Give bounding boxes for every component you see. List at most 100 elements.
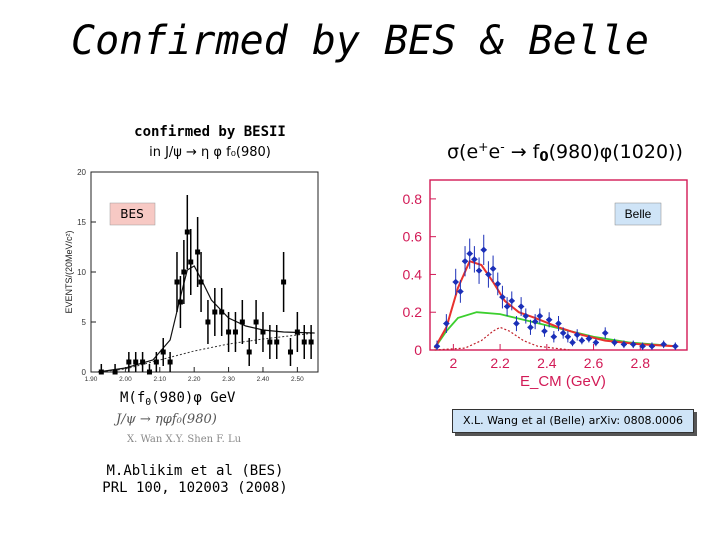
bes-mass-label-pre: M(f xyxy=(120,390,146,406)
bes-data-point xyxy=(112,369,118,375)
bes-data-point xyxy=(126,359,132,365)
belle-data-point xyxy=(564,333,572,341)
belle-ytick-label: 0.8 xyxy=(403,191,423,207)
belle-data-point xyxy=(559,329,567,337)
belle-xtick-label: 2.2 xyxy=(490,355,510,371)
bes-data-point xyxy=(177,299,183,305)
belle-plot-group: 0 0.2 0.4 0.6 0.8 2 2.2 2.4 2.6 2.8 E_CM (GeV) Bell… xyxy=(403,179,688,390)
bes-reference-line2: PRL 100, 102003 (2008) xyxy=(102,480,288,496)
bes-data-point xyxy=(226,329,232,335)
belle-heading: σ(e+e- → f0(980)φ(1020)) xyxy=(447,140,683,165)
belle-ytick-label: 0.2 xyxy=(403,304,423,320)
belle-data-point xyxy=(433,342,441,350)
bes-data-point xyxy=(195,249,201,255)
belle-data-point xyxy=(630,341,637,348)
belle-data-point xyxy=(443,320,450,327)
belle-data-point xyxy=(522,312,530,320)
bes-data-point xyxy=(212,309,218,315)
bes-data-point xyxy=(140,359,146,365)
belle-data-point xyxy=(601,329,609,337)
bes-mass-label-rest: (980)φ GeV xyxy=(151,390,236,406)
belle-data-point xyxy=(578,337,586,344)
belle-data-point xyxy=(494,280,502,288)
page-title: Confirmed by BES & Belle xyxy=(71,18,649,64)
bes-data-point xyxy=(98,369,104,375)
belle-data-point xyxy=(457,288,464,295)
bes-faint-authors: X. Wan X.Y. Shen F. Lu xyxy=(127,434,242,445)
belle-heading-sub: 0 xyxy=(539,150,549,165)
belle-data-point xyxy=(531,318,539,325)
bes-plot-group: 0 5 10 15 20 1.90 2.00 2.10 2.20 2.30 2.40 2.50 EVEN… xyxy=(64,168,319,383)
bes-ytick-label: 15 xyxy=(77,218,86,227)
bes-data-point xyxy=(146,369,152,375)
belle-data-point xyxy=(452,278,459,286)
belle-heading-pre: σ(e xyxy=(447,141,479,163)
bes-data-point xyxy=(232,329,238,335)
bes-data-point xyxy=(246,349,252,355)
belle-heading-mid: e xyxy=(488,141,501,163)
belle-data-point xyxy=(639,342,646,350)
bes-xtick-label: 2.10 xyxy=(153,376,166,383)
belle-xtick-label: 2 xyxy=(449,355,457,371)
belle-resonance-curve xyxy=(434,326,571,351)
bes-data-point xyxy=(205,319,211,325)
bes-xtick-label: 2.30 xyxy=(222,376,235,383)
bes-ytick-label: 10 xyxy=(77,268,86,277)
belle-data-point xyxy=(620,341,628,348)
belle-xtick-label: 2.4 xyxy=(537,355,557,371)
bes-data-point xyxy=(167,359,173,365)
belle-data-point xyxy=(499,293,506,301)
bes-data-point xyxy=(253,319,259,325)
belle-heading-sup2: - xyxy=(500,140,505,154)
bes-mass-label: M(f0(980)φ GeV xyxy=(120,390,236,408)
bes-data-point xyxy=(308,339,314,345)
belle-nonresonant-curve xyxy=(433,311,676,349)
bes-data-point xyxy=(294,329,300,335)
belle-data-point xyxy=(585,335,593,342)
bes-xtick-label: 1.90 xyxy=(85,376,98,383)
bes-data-point xyxy=(274,339,280,345)
belle-data-point xyxy=(555,320,562,327)
bes-data-point xyxy=(301,339,307,345)
bes-ytick-label: 5 xyxy=(82,318,87,327)
belle-ytick-label: 0 xyxy=(414,342,422,358)
belle-ytick-label: 0.6 xyxy=(403,229,423,245)
belle-data-point xyxy=(475,267,483,274)
bes-reference-line1: M.Ablikim et al (BES) xyxy=(106,463,284,479)
bes-badge xyxy=(109,202,156,226)
bes-data-point xyxy=(219,309,225,315)
bes-subheading: in J/ψ → η φ f₀(980) xyxy=(149,145,271,160)
belle-data-point xyxy=(503,303,511,310)
bes-reference: M.Ablikim et al (BES) PRL 100, 102003 (2… xyxy=(90,463,300,497)
bes-data-point xyxy=(181,269,187,275)
belle-data-point xyxy=(545,316,553,324)
belle-data-point xyxy=(660,341,667,348)
bes-badge-label: BES xyxy=(120,207,143,221)
bes-data-point xyxy=(188,259,194,265)
belle-data-point xyxy=(480,246,487,254)
bes-data-point xyxy=(198,279,204,285)
bes-data-point xyxy=(281,279,287,285)
bes-data-point xyxy=(174,279,180,285)
belle-data-point xyxy=(471,256,478,263)
belle-xtick-label: 2.8 xyxy=(631,355,651,371)
bes-ytick-label: 0 xyxy=(82,368,87,377)
bes-data-point xyxy=(184,229,190,235)
bes-xtick-label: 2.50 xyxy=(291,376,304,383)
bes-xtick-label: 2.40 xyxy=(257,376,270,383)
belle-data-point xyxy=(569,339,576,346)
belle-data-point xyxy=(592,339,600,346)
belle-frame xyxy=(429,179,688,351)
belle-data-point xyxy=(485,271,492,278)
belle-data-point xyxy=(541,327,548,335)
belle-badge xyxy=(614,202,662,226)
belle-ytick-label: 0.4 xyxy=(403,266,423,282)
belle-heading-post: (980)φ(1020)) xyxy=(548,141,683,163)
bes-data-point xyxy=(160,349,166,355)
belle-xlabel: E_CM (GeV) xyxy=(520,373,606,390)
bes-xtick-label: 2.00 xyxy=(119,376,132,383)
bes-data-point xyxy=(153,359,159,365)
belle-data-point xyxy=(513,320,520,327)
